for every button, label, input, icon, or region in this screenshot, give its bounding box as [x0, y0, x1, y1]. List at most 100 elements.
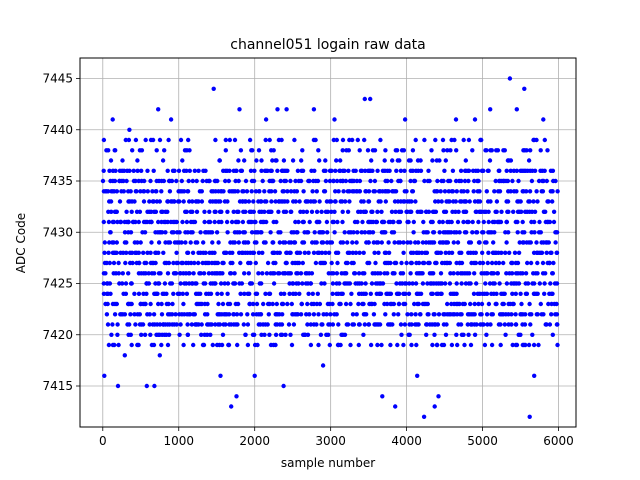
- data-point: [298, 312, 304, 317]
- data-point: [304, 312, 309, 317]
- data-point: [116, 260, 121, 266]
- data-point: [128, 189, 133, 194]
- data-point: [173, 312, 178, 317]
- data-point: [264, 219, 269, 225]
- data-point: [289, 342, 295, 348]
- data-point: [241, 189, 246, 194]
- data-point: [504, 240, 509, 245]
- data-point: [123, 291, 129, 296]
- data-point: [192, 219, 198, 225]
- outlier-point: [453, 117, 459, 122]
- data-point: [135, 158, 140, 163]
- data-point: [236, 219, 241, 225]
- data-point: [257, 189, 262, 194]
- data-point: [372, 250, 377, 255]
- data-point: [311, 312, 317, 317]
- data-point: [175, 260, 181, 266]
- data-point: [261, 301, 266, 307]
- data-point: [323, 178, 329, 184]
- data-point: [398, 178, 403, 184]
- data-point: [484, 240, 489, 245]
- data-point: [539, 250, 545, 255]
- data-point: [250, 148, 255, 153]
- data-point: [208, 332, 213, 337]
- data-point: [187, 271, 192, 276]
- data-point: [338, 342, 343, 348]
- data-point: [443, 209, 449, 214]
- data-point: [273, 342, 278, 348]
- data-point: [492, 189, 497, 194]
- data-point: [145, 250, 150, 255]
- data-point: [243, 199, 248, 204]
- data-point: [256, 148, 262, 153]
- data-point: [271, 240, 276, 245]
- data-point: [172, 199, 177, 204]
- data-point: [220, 301, 226, 307]
- data-point: [357, 148, 362, 153]
- data-point: [306, 291, 311, 296]
- data-point: [108, 291, 113, 296]
- outlier-point: [275, 107, 280, 112]
- data-point: [151, 168, 156, 173]
- data-point: [299, 158, 304, 163]
- y-tick-label: 7435: [42, 174, 73, 188]
- data-point: [471, 291, 477, 296]
- data-point: [151, 312, 157, 317]
- data-point: [274, 158, 279, 163]
- data-point: [305, 301, 310, 307]
- data-point: [308, 281, 314, 286]
- data-point: [331, 219, 336, 225]
- data-point: [471, 189, 476, 194]
- points-layer: [100, 76, 560, 419]
- data-point: [255, 342, 260, 348]
- data-point: [340, 240, 346, 245]
- data-point: [326, 250, 332, 255]
- data-point: [148, 332, 153, 337]
- data-point: [369, 158, 374, 163]
- data-point: [383, 148, 388, 153]
- data-point: [293, 199, 298, 204]
- data-point: [481, 168, 486, 173]
- data-point: [376, 250, 381, 255]
- data-point: [196, 168, 201, 173]
- data-point: [281, 158, 287, 163]
- outlier-point: [368, 96, 373, 102]
- data-point: [467, 271, 472, 276]
- outlier-point: [432, 404, 437, 409]
- data-point: [341, 189, 346, 194]
- data-point: [225, 209, 230, 214]
- data-point: [196, 199, 201, 204]
- data-point: [436, 312, 442, 317]
- data-point: [454, 148, 459, 153]
- data-point: [199, 332, 204, 337]
- data-point: [291, 322, 297, 327]
- data-point: [459, 260, 465, 266]
- data-point: [289, 301, 294, 307]
- data-point: [461, 332, 466, 337]
- data-point: [126, 137, 132, 143]
- data-point: [108, 199, 114, 204]
- data-point: [378, 291, 384, 296]
- data-point: [313, 137, 318, 143]
- data-point: [279, 332, 285, 337]
- outlier-point: [252, 373, 257, 378]
- data-point: [142, 230, 148, 235]
- data-point: [275, 168, 280, 173]
- data-point: [437, 158, 442, 163]
- data-point: [322, 189, 328, 194]
- data-point: [491, 271, 496, 276]
- data-point: [419, 250, 425, 255]
- data-point: [266, 312, 271, 317]
- data-point: [414, 342, 419, 348]
- data-point: [262, 332, 267, 337]
- data-point: [394, 168, 399, 173]
- data-point: [514, 189, 519, 194]
- data-point: [481, 322, 486, 327]
- data-point: [446, 189, 451, 194]
- data-point: [308, 322, 313, 327]
- data-point: [288, 332, 293, 337]
- data-point: [219, 209, 224, 214]
- data-point: [439, 281, 445, 286]
- data-point: [270, 158, 275, 163]
- data-point: [407, 281, 412, 286]
